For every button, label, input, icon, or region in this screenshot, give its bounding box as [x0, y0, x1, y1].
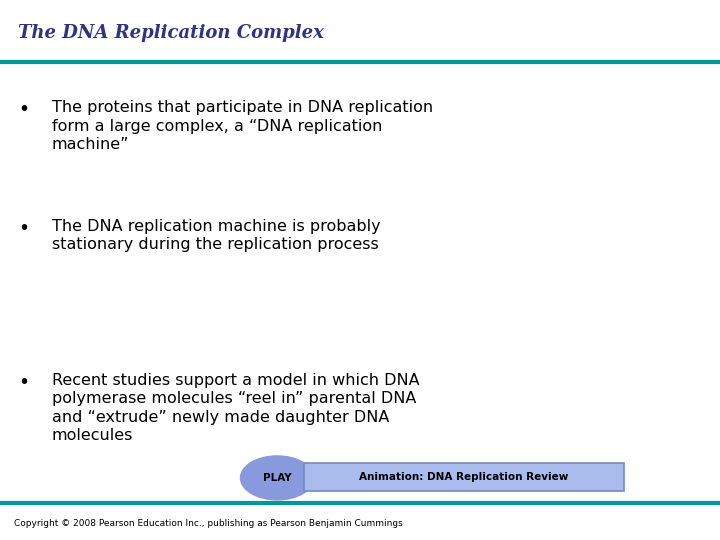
- FancyBboxPatch shape: [304, 463, 624, 491]
- Text: Animation: DNA Replication Review: Animation: DNA Replication Review: [359, 472, 569, 482]
- Ellipse shape: [240, 455, 315, 501]
- Text: The proteins that participate in DNA replication
form a large complex, a “DNA re: The proteins that participate in DNA rep…: [52, 100, 433, 152]
- Text: Recent studies support a model in which DNA
polymerase molecules “reel in” paren: Recent studies support a model in which …: [52, 373, 420, 443]
- Text: •: •: [18, 100, 29, 119]
- Text: •: •: [18, 373, 29, 392]
- Text: The DNA Replication Complex: The DNA Replication Complex: [18, 24, 324, 42]
- Text: PLAY: PLAY: [263, 473, 292, 483]
- Text: The DNA replication machine is probably
stationary during the replication proces: The DNA replication machine is probably …: [52, 219, 380, 252]
- Text: •: •: [18, 219, 29, 238]
- Text: Copyright © 2008 Pearson Education Inc., publishing as Pearson Benjamin Cummings: Copyright © 2008 Pearson Education Inc.,…: [14, 519, 403, 528]
